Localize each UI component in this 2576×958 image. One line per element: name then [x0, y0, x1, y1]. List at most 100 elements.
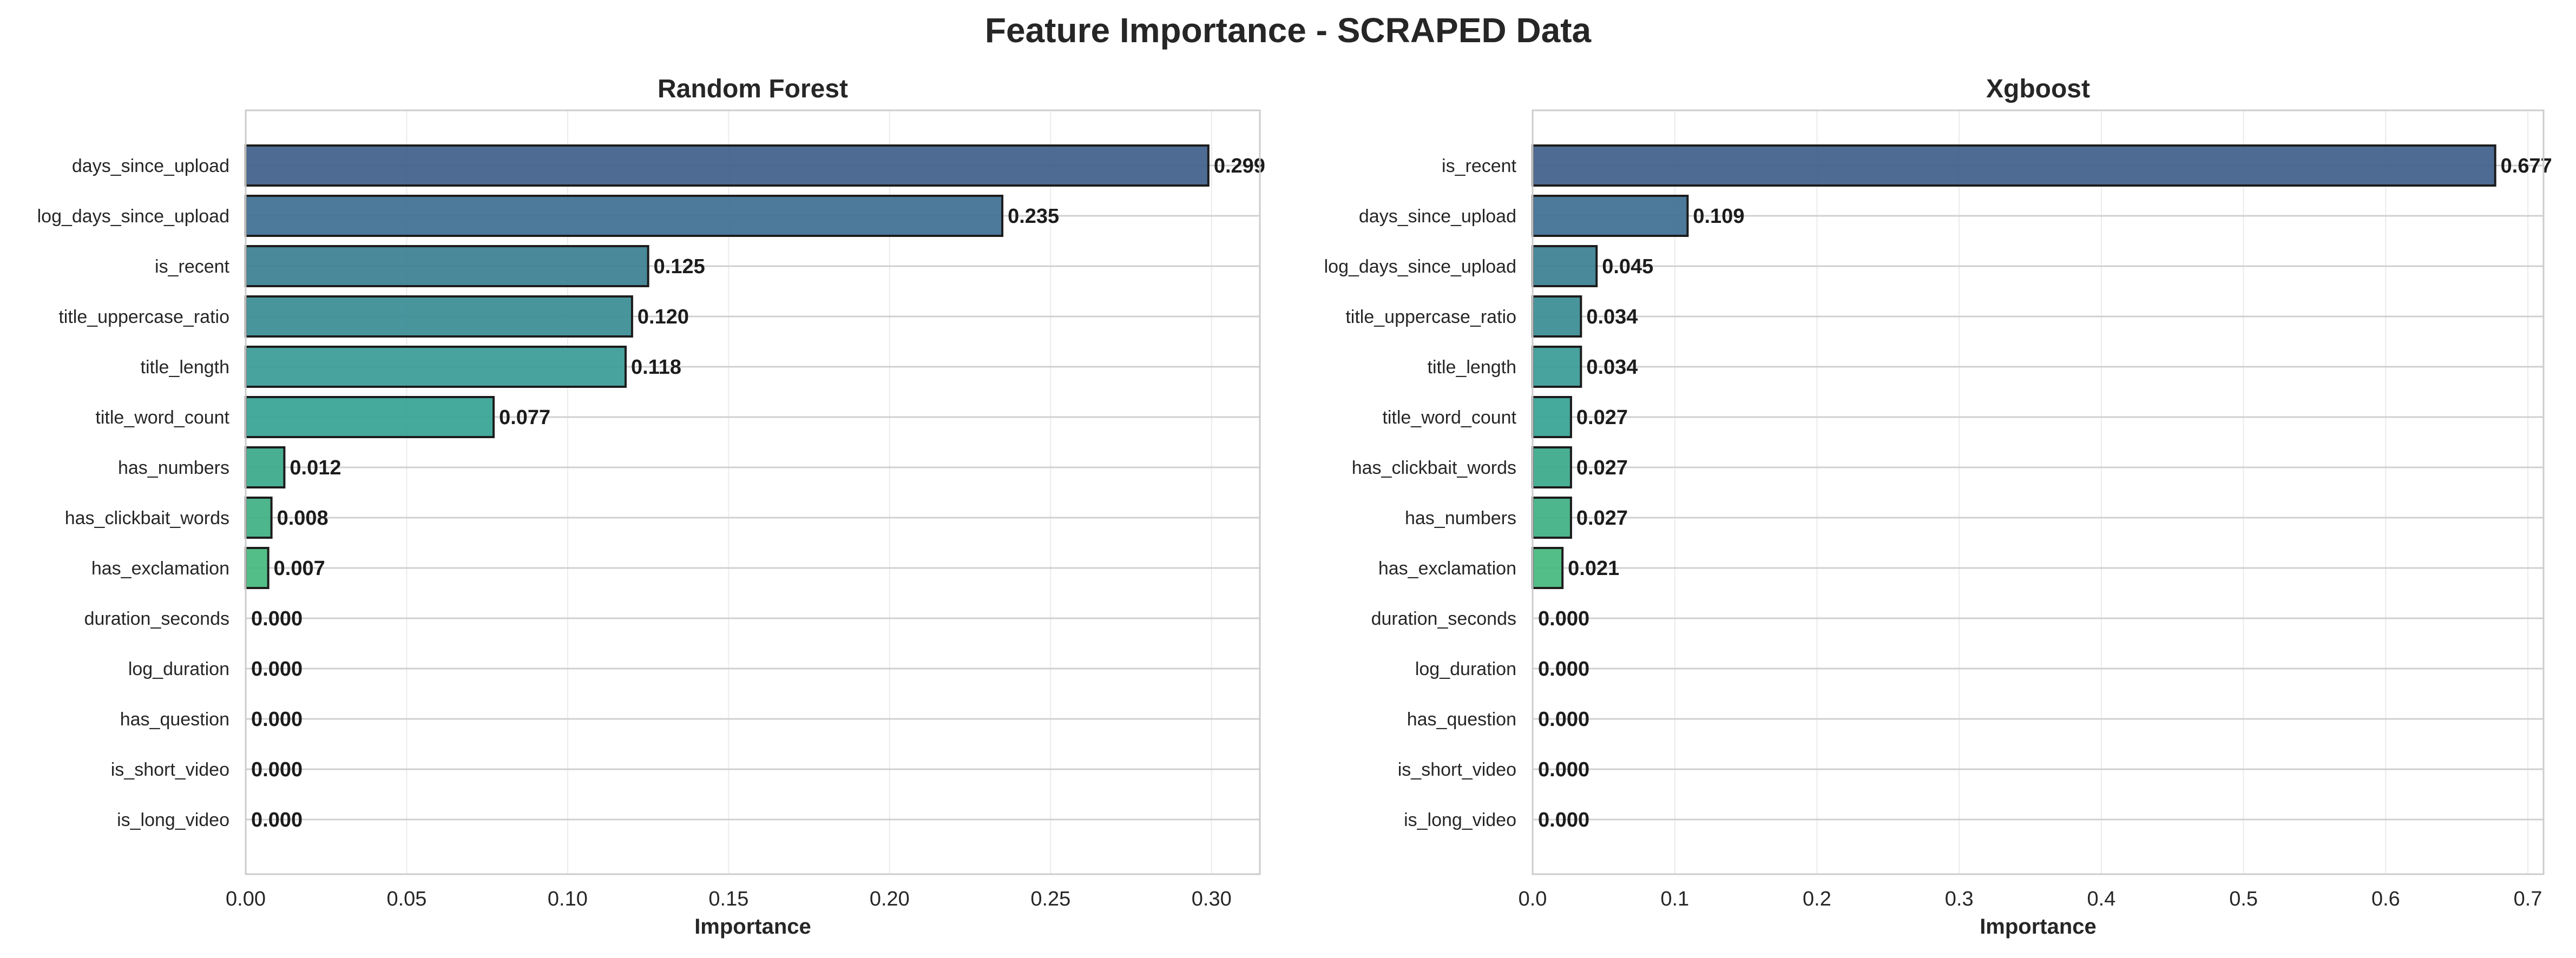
- bar-value-label: 0.000: [251, 708, 303, 731]
- bar-value-label: 0.677: [2501, 155, 2552, 177]
- y-tick-label: title_length: [141, 357, 229, 378]
- bar: [245, 195, 1004, 237]
- chart-title: Random Forest: [658, 75, 848, 103]
- chart-title: Xgboost: [1986, 75, 2090, 103]
- y-tick-label: days_since_upload: [72, 156, 229, 176]
- xgboost-chart: 0.0 0.1 0.2 0.3 0.4 0.5 0.6 0.7 is_recent days_si…: [1324, 75, 2552, 939]
- bar: [245, 295, 633, 338]
- x-tick-label: 0.7: [2514, 888, 2542, 910]
- bar: [245, 144, 1210, 187]
- y-tick-label: title_length: [1428, 357, 1516, 378]
- bar: [245, 396, 495, 438]
- bar-value-label: 0.120: [638, 306, 689, 328]
- bar-value-label: 0.000: [251, 758, 303, 781]
- bar-value-label: 0.027: [1576, 406, 1628, 429]
- bar: [1532, 346, 1582, 388]
- x-tick-label: 0.5: [2229, 888, 2258, 910]
- y-tick-label: has_numbers: [118, 458, 229, 478]
- x-tick-label: 0.1: [1660, 888, 1689, 910]
- bar-value-label: 0.299: [1214, 155, 1265, 177]
- bar: [1532, 497, 1572, 539]
- bar-value-label: 0.000: [1538, 708, 1589, 731]
- bar: [245, 446, 286, 488]
- bar-value-label: 0.109: [1693, 205, 1744, 228]
- y-tick-label: is_recent: [155, 256, 230, 277]
- x-tick-label: 0.4: [2087, 888, 2116, 910]
- y-tick-label: is_short_video: [1398, 759, 1516, 780]
- bar-value-label: 0.000: [251, 607, 303, 630]
- y-tick-label: has_question: [120, 709, 229, 730]
- bar-value-label: 0.000: [1538, 758, 1589, 781]
- y-tick-label: is_long_video: [1404, 810, 1516, 830]
- y-tick-label: has_exclamation: [1378, 558, 1516, 579]
- y-tick-label: title_word_count: [95, 407, 229, 428]
- x-tick-label: 0.05: [386, 888, 426, 910]
- x-tick-label: 0.15: [708, 888, 748, 910]
- x-tick-label: 0.6: [2371, 888, 2400, 910]
- x-tick-label: 0.30: [1192, 888, 1232, 910]
- bar-value-label: 0.008: [277, 507, 328, 530]
- bar-value-label: 0.000: [1538, 658, 1589, 680]
- plot-area: [1533, 110, 2544, 874]
- x-tick-label: 0.2: [1803, 888, 1831, 910]
- plot-frame: [245, 109, 1261, 875]
- bar: [1532, 446, 1572, 488]
- bar: [1532, 144, 2496, 187]
- bar: [1532, 295, 1582, 338]
- y-tick-label: log_duration: [128, 659, 229, 679]
- x-tick-label: 0.25: [1030, 888, 1070, 910]
- x-tick-label: 0.3: [1945, 888, 1974, 910]
- bar: [245, 547, 270, 589]
- bar-value-label: 0.012: [290, 457, 341, 479]
- bar: [1532, 195, 1689, 237]
- y-tick-label: has_clickbait_words: [65, 508, 229, 528]
- y-tick-label: title_uppercase_ratio: [1345, 307, 1516, 327]
- y-tick-label: has_question: [1407, 709, 1516, 730]
- x-tick-label: 0.00: [226, 888, 266, 910]
- y-tick-label: title_word_count: [1382, 407, 1516, 428]
- bar: [1532, 245, 1598, 287]
- x-tick-label: 0.10: [548, 888, 588, 910]
- y-tick-label: title_uppercase_ratio: [58, 307, 229, 327]
- random-forest-chart: 0.00 0.05 0.10 0.15 0.20 0.25 0.30 days_since_u…: [37, 75, 1265, 939]
- bar-value-label: 0.045: [1602, 255, 1653, 278]
- bar: [245, 497, 273, 539]
- y-tick-label: has_clickbait_words: [1352, 458, 1516, 478]
- y-tick-label: is_short_video: [111, 759, 229, 780]
- y-tick-label: duration_seconds: [1371, 609, 1516, 629]
- x-tick-label: 0.20: [870, 888, 910, 910]
- x-tick-label: 0.0: [1519, 888, 1547, 910]
- bar-value-label: 0.000: [1538, 607, 1589, 630]
- bar: [245, 346, 627, 388]
- bar-value-label: 0.077: [499, 406, 550, 429]
- y-tick-label: has_numbers: [1405, 508, 1516, 528]
- bar: [1532, 547, 1564, 589]
- plot-frame: [1532, 109, 2545, 875]
- y-tick-label: log_days_since_upload: [1324, 256, 1516, 277]
- y-tick-label: is_recent: [1442, 156, 1517, 176]
- bar-value-label: 0.034: [1586, 306, 1638, 328]
- bar: [1532, 396, 1572, 438]
- y-tick-label: is_long_video: [117, 810, 229, 830]
- y-tick-label: duration_seconds: [84, 609, 229, 629]
- y-tick-label: has_exclamation: [91, 558, 229, 579]
- bar-value-label: 0.000: [1538, 809, 1589, 831]
- bar-value-label: 0.034: [1586, 356, 1638, 379]
- bar-value-label: 0.021: [1568, 557, 1619, 580]
- bar-value-label: 0.027: [1576, 457, 1628, 479]
- x-axis-label: Importance: [694, 915, 811, 939]
- bar-value-label: 0.125: [654, 255, 705, 278]
- y-tick-label: days_since_upload: [1359, 206, 1516, 227]
- bar-value-label: 0.007: [274, 557, 325, 580]
- bar: [245, 245, 649, 287]
- bar-value-label: 0.000: [251, 658, 303, 680]
- y-tick-label: log_duration: [1415, 659, 1516, 679]
- x-axis-label: Importance: [1980, 915, 2097, 939]
- bar-value-label: 0.235: [1008, 205, 1059, 228]
- bar-value-label: 0.027: [1576, 507, 1628, 530]
- figure-title: Feature Importance - SCRAPED Data: [984, 11, 1592, 50]
- plot-area: [246, 110, 1260, 874]
- bar-value-label: 0.000: [251, 809, 303, 831]
- y-tick-label: log_days_since_upload: [37, 206, 229, 227]
- bar-value-label: 0.118: [631, 356, 681, 379]
